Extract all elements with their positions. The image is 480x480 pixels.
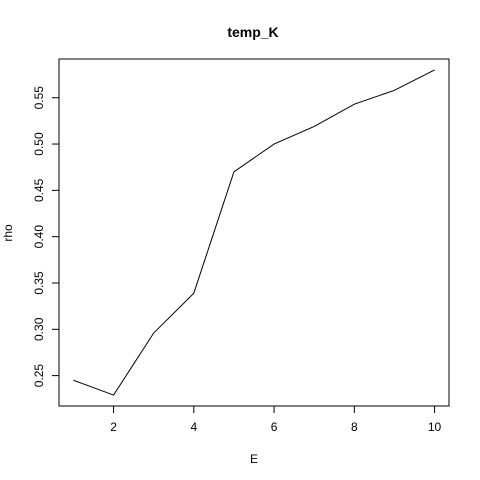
y-tick-label: 0.50: [32, 132, 46, 156]
series-group: [73, 69, 435, 396]
y-axis-label: rho: [1, 224, 15, 242]
x-axis: 2 4 6 8 10: [110, 406, 442, 434]
chart-title: temp_K: [227, 24, 278, 40]
x-tick-label: 4: [190, 420, 197, 434]
y-tick-label: 0.55: [32, 86, 46, 110]
series-line: [73, 69, 435, 396]
x-tick-label: 6: [271, 420, 278, 434]
y-tick-label: 0.25: [32, 364, 46, 388]
y-axis: 0.25 0.30 0.35 0.40 0.45 0.50 0.55: [32, 86, 59, 388]
x-tick-label: 10: [428, 420, 442, 434]
y-tick-label: 0.40: [32, 225, 46, 249]
y-tick-label: 0.35: [32, 271, 46, 295]
x-axis-label: E: [250, 452, 258, 466]
y-tick-label: 0.45: [32, 178, 46, 202]
x-tick-label: 2: [110, 420, 117, 434]
plot-frame: [58, 58, 450, 407]
y-tick-label: 0.30: [32, 317, 46, 341]
x-tick-label: 8: [351, 420, 358, 434]
